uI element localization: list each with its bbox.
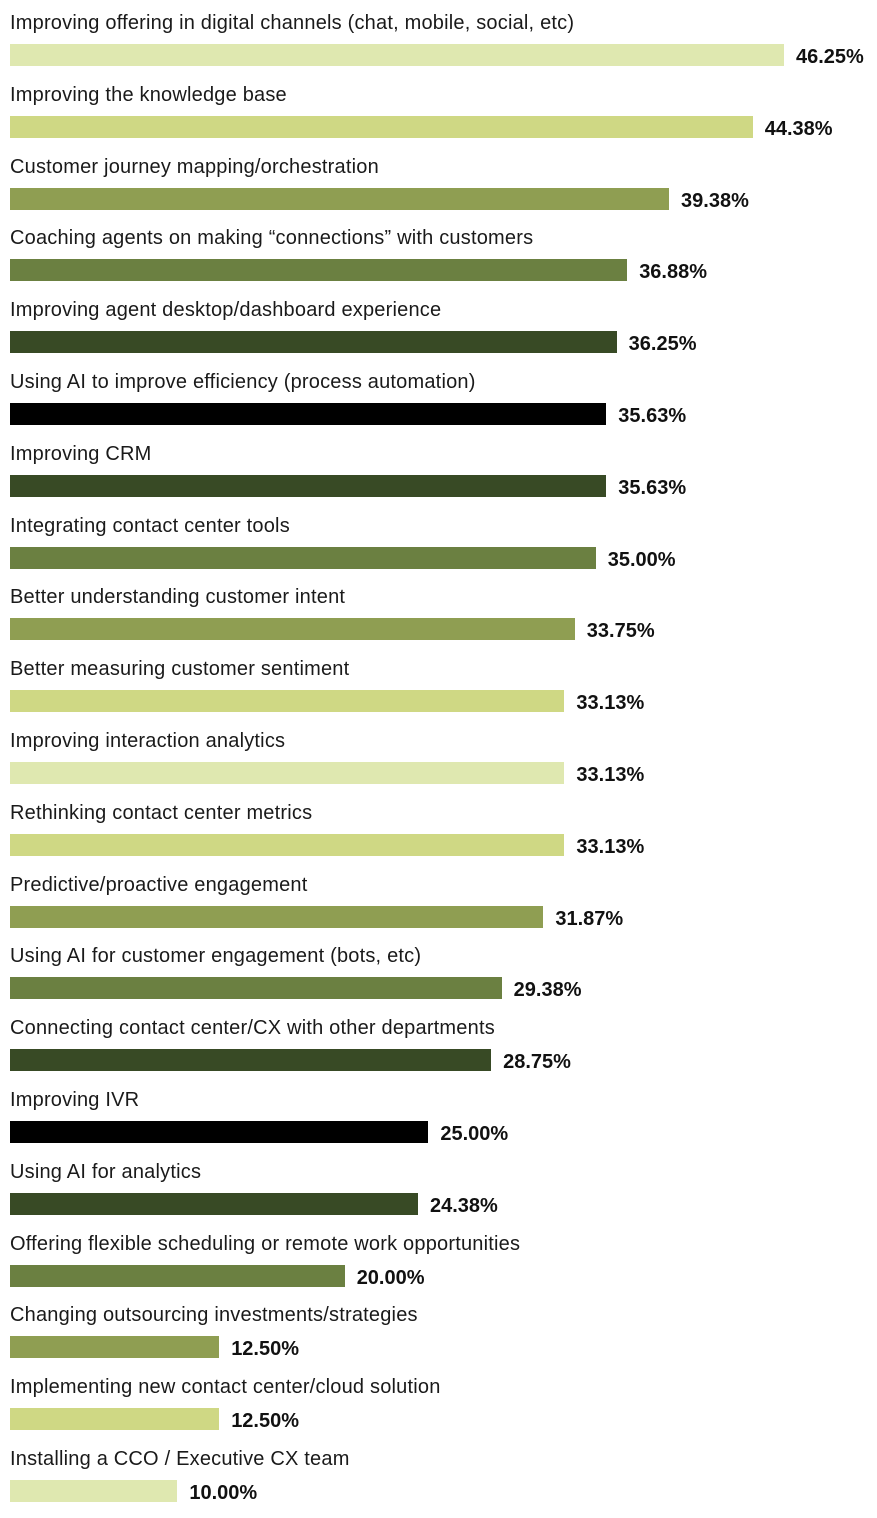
value-label: 35.63% — [618, 476, 687, 499]
value-label: 33.13% — [576, 835, 645, 858]
value-label: 28.75% — [503, 1051, 571, 1074]
bar — [10, 905, 544, 928]
category-label: Better understanding customer intent — [10, 586, 346, 609]
bar — [10, 44, 784, 66]
bar-row: Better understanding customer intent 33.7… — [0, 584, 877, 656]
category-label: Improving offering in digital channels (… — [10, 12, 575, 34]
bar — [10, 115, 753, 138]
category-label: Implementing new contact center/cloud so… — [10, 1376, 441, 1399]
bar-row: Connecting contact center/CX with other … — [0, 1015, 877, 1087]
bar — [10, 1121, 429, 1143]
category-label: Improving IVR — [10, 1089, 140, 1111]
bar — [10, 403, 607, 425]
value-label: 12.50% — [231, 1338, 300, 1361]
bar — [10, 187, 670, 210]
category-label: Predictive/proactive engagement — [10, 873, 308, 896]
bar-row: Better measuring customer sentiment 33.13… — [0, 656, 877, 728]
bar — [10, 331, 617, 354]
value-label: 46.25% — [796, 46, 864, 68]
value-label: 31.87% — [555, 907, 624, 930]
value-label: 35.63% — [618, 405, 687, 427]
bar-row: Using AI for analytics 24.38% — [0, 1159, 877, 1231]
category-label: Using AI to improve efficiency (process … — [10, 371, 476, 393]
category-label: Connecting contact center/CX with other … — [10, 1017, 495, 1040]
bar-row: Rethinking contact center metrics 33.13% — [0, 800, 877, 872]
category-label: Installing a CCO / Executive CX team — [10, 1448, 350, 1470]
value-label: 33.13% — [576, 692, 645, 715]
bar-row: Improving agent desktop/dashboard experi… — [0, 297, 877, 369]
category-label: Customer journey mapping/orchestration — [10, 155, 379, 178]
bar-row: Predictive/proactive engagement 31.87% — [0, 872, 877, 944]
value-label: 29.38% — [513, 979, 582, 1002]
value-label: 39.38% — [681, 189, 749, 212]
category-label: Using AI for customer engagement (bots, … — [10, 945, 422, 968]
category-label: Improving agent desktop/dashboard experi… — [10, 299, 442, 322]
bar-row: Improving the knowledge base 44.38% — [0, 82, 877, 154]
value-label: 10.00% — [189, 1482, 258, 1504]
value-label: 24.38% — [430, 1194, 498, 1217]
bar-row: Implementing new contact center/cloud so… — [0, 1374, 877, 1446]
bar — [10, 1049, 492, 1072]
category-label: Improving CRM — [10, 442, 152, 465]
bar-row: Customer journey mapping/orchestration 39… — [0, 154, 877, 226]
bar — [10, 762, 565, 784]
bar-row: Integrating contact center tools 35.00% — [0, 513, 877, 585]
category-label: Offering flexible scheduling or remote w… — [10, 1232, 521, 1255]
bar — [10, 546, 596, 569]
bar-row: Improving IVR 25.00% — [0, 1087, 877, 1159]
value-label: 25.00% — [440, 1123, 509, 1145]
bar — [10, 690, 565, 713]
bar — [10, 833, 565, 856]
bar — [10, 1336, 220, 1359]
bar-row: Changing outsourcing investments/strateg… — [0, 1302, 877, 1374]
category-label: Changing outsourcing investments/strateg… — [10, 1304, 418, 1327]
bar-row: Using AI to improve efficiency (process … — [0, 369, 877, 441]
value-label: 33.75% — [586, 620, 655, 643]
category-label: Better measuring customer sentiment — [10, 658, 350, 681]
bar — [10, 1192, 418, 1215]
category-label: Using AI for analytics — [10, 1160, 202, 1183]
bar-row: Installing a CCO / Executive CX team 10.0… — [0, 1446, 877, 1518]
bar — [10, 618, 575, 641]
bar-row: Using AI for customer engagement (bots, … — [0, 943, 877, 1015]
bar — [10, 1480, 178, 1502]
bar-row: Coaching agents on making “connections” … — [0, 225, 877, 297]
category-label: Rethinking contact center metrics — [10, 801, 313, 824]
bar — [10, 259, 628, 282]
bar — [10, 474, 607, 497]
bar-row: Offering flexible scheduling or remote w… — [0, 1231, 877, 1303]
value-label: 12.50% — [231, 1410, 300, 1433]
value-label: 35.00% — [607, 548, 676, 571]
bar-row: Improving interaction analytics 33.13% — [0, 728, 877, 800]
bar — [10, 1264, 345, 1287]
value-label: 20.00% — [356, 1266, 425, 1289]
category-label: Improving interaction analytics — [10, 730, 286, 752]
value-label: 44.38% — [764, 117, 833, 140]
bar-row: Improving offering in digital channels (… — [0, 10, 877, 82]
category-label: Improving the knowledge base — [10, 83, 287, 106]
value-label: 36.88% — [639, 261, 708, 284]
bar — [10, 1408, 220, 1431]
value-label: 36.25% — [628, 333, 697, 356]
value-label: 33.13% — [576, 764, 645, 786]
bar — [10, 977, 502, 1000]
category-label: Coaching agents on making “connections” … — [10, 227, 534, 250]
category-label: Integrating contact center tools — [10, 514, 290, 537]
bar-row: Improving CRM 35.63% — [0, 441, 877, 513]
